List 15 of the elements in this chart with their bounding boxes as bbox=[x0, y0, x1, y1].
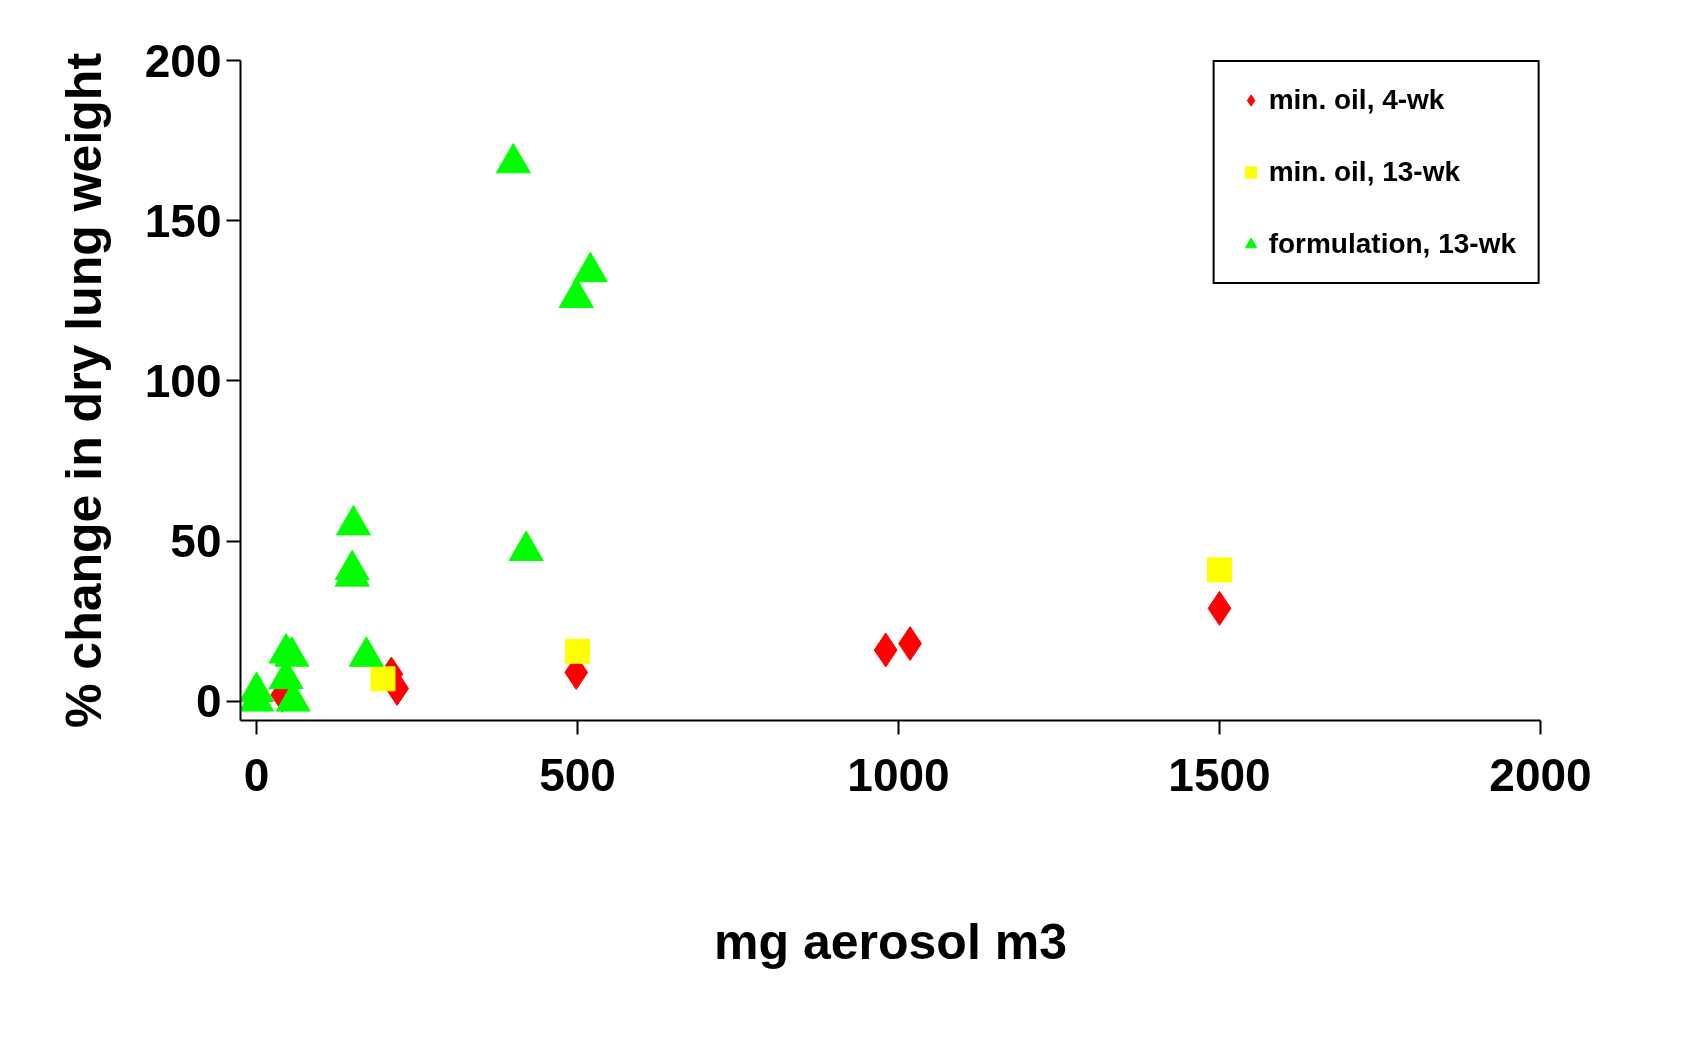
legend-label: formulation, 13-wk bbox=[1268, 228, 1516, 260]
x-tick-label: 1000 bbox=[847, 748, 950, 801]
y-axis-title: % change in dry lung weight bbox=[55, 52, 112, 729]
y-tick-label: 50 bbox=[170, 515, 222, 568]
x-tick-label: 1500 bbox=[1168, 748, 1271, 801]
x-axis-title: mg aerosol m3 bbox=[714, 913, 1067, 970]
y-tick-label: 200 bbox=[144, 34, 222, 87]
x-tick-label: 2000 bbox=[1489, 748, 1592, 801]
x-tick-label: 0 bbox=[243, 748, 270, 801]
y-tick-label: 150 bbox=[144, 194, 222, 247]
legend-label: min. oil, 13-wk bbox=[1268, 156, 1461, 188]
x-tick-label: 500 bbox=[539, 748, 616, 801]
y-tick-label: 0 bbox=[195, 675, 222, 728]
legend-label: min. oil, 4-wk bbox=[1268, 84, 1445, 116]
y-tick-label: 100 bbox=[144, 354, 222, 407]
